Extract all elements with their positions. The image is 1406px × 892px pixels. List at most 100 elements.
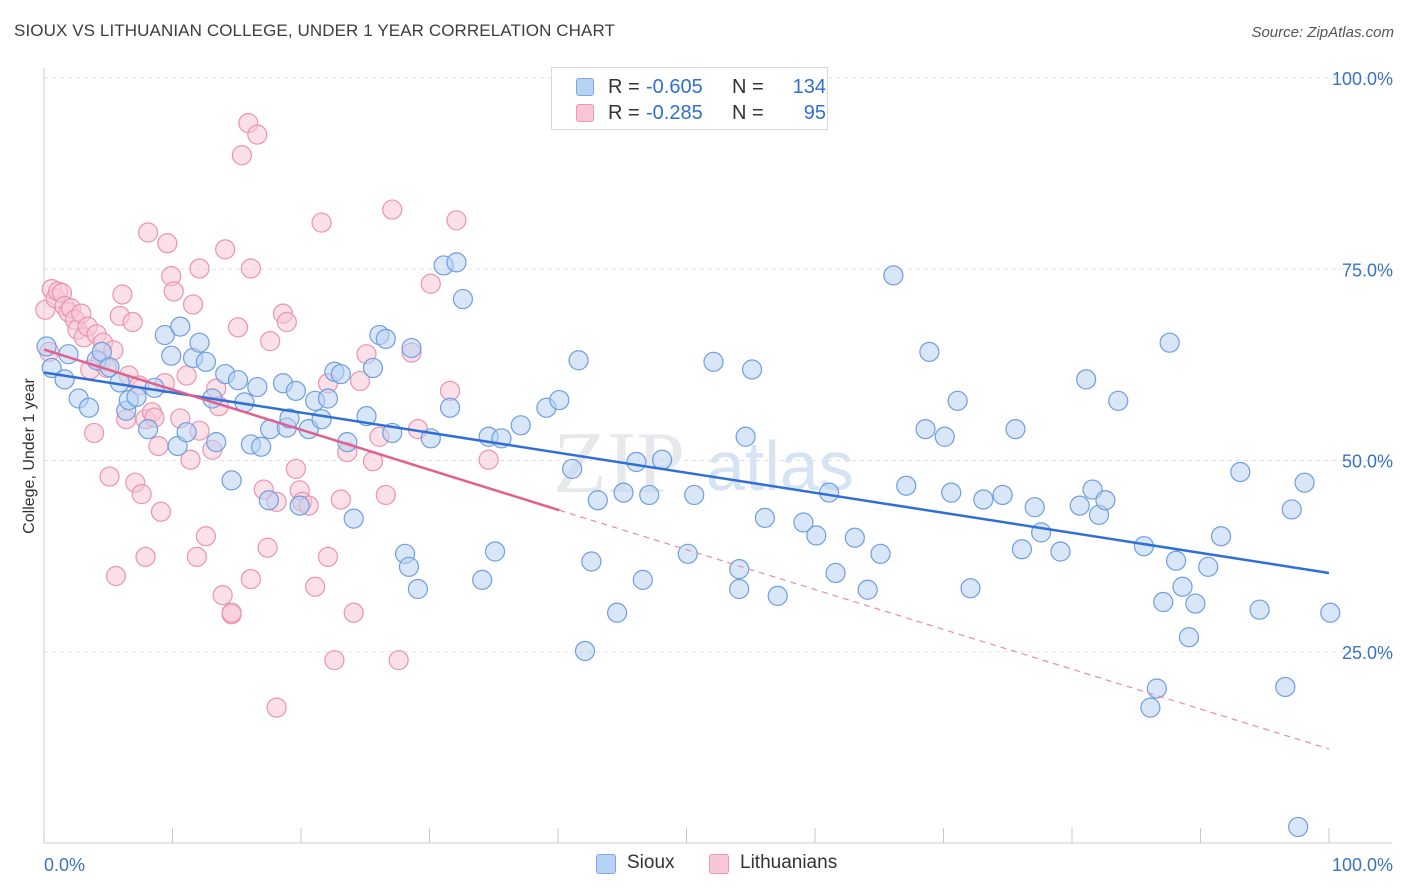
sioux-point [1095, 490, 1116, 511]
sioux-point [317, 388, 339, 409]
sioux-point [806, 525, 827, 546]
sioux-point [992, 484, 1013, 506]
lithuanians-points [35, 113, 499, 718]
y-tick-label: 75.0% [1342, 260, 1393, 280]
sioux-point [279, 408, 300, 429]
sioux-point [754, 507, 775, 528]
lithuanians-point [157, 233, 178, 254]
sioux-point [607, 602, 628, 623]
sioux-point [941, 482, 962, 503]
sioux-point [1178, 627, 1200, 648]
sioux-point [915, 419, 936, 440]
lithuanians-trend-extension [559, 509, 1330, 750]
lithuanians-point [231, 145, 252, 166]
lithuanians-n-value: 95 [803, 102, 826, 124]
sioux-point [1320, 602, 1341, 623]
sioux-point [285, 380, 306, 401]
sioux-point [439, 397, 461, 418]
lithuanians-point [84, 422, 105, 444]
lithuanians-point [266, 697, 287, 718]
lithuanians-trend-line [43, 348, 560, 512]
lithuanians-point [439, 380, 461, 401]
sioux-point [126, 386, 147, 408]
lithuanians-point [260, 331, 281, 352]
source-label: Source: ZipAtlas.com [1251, 24, 1394, 41]
lithuanians-point [343, 602, 364, 623]
sioux-point [587, 490, 608, 511]
sioux-point [1024, 497, 1045, 518]
stats-legend: R = -0.605 N = 134 R = -0.285 N = 95 [551, 67, 828, 130]
sioux-point [741, 359, 763, 380]
lithuanians-point [240, 258, 261, 279]
sioux-point [195, 351, 217, 372]
lithuanians-point [105, 565, 127, 587]
x-ticks [43, 828, 1330, 843]
lithuanians-point [350, 370, 371, 392]
lithuanians-point [148, 435, 169, 457]
sioux-point [330, 363, 351, 385]
sioux-point [1185, 593, 1206, 614]
sioux-point [1108, 390, 1129, 411]
sioux-point [960, 578, 981, 599]
sioux-point [161, 345, 182, 366]
sioux-point [362, 357, 384, 379]
sioux-legend-label: Sioux [627, 852, 675, 873]
sioux-point [857, 579, 878, 600]
sioux-point [934, 426, 955, 447]
sioux-point [1076, 369, 1097, 390]
lithuanians-swatch [576, 104, 594, 122]
sioux-point [78, 397, 100, 418]
y-tick-label: 50.0% [1342, 452, 1393, 472]
lithuanians-point [99, 466, 120, 487]
sioux-point [703, 351, 724, 372]
sioux-point [973, 489, 994, 510]
sioux-n-value: 134 [792, 76, 826, 98]
sioux-point [896, 475, 917, 496]
lithuanians-point [247, 124, 268, 145]
lithuanians-point [317, 546, 339, 567]
lithuanians-point [388, 650, 409, 671]
sioux-point [947, 390, 968, 411]
sioux-point [1210, 526, 1232, 547]
sioux-point [549, 389, 570, 411]
lithuanians-point [240, 568, 261, 590]
sioux-point [1172, 576, 1193, 597]
sioux-point [289, 495, 310, 516]
chart-title: SIOUX VS LITHUANIAN COLLEGE, UNDER 1 YEA… [14, 21, 616, 40]
sioux-point [1005, 419, 1026, 440]
x-tick-label-max: 100.0% [1332, 855, 1393, 875]
lithuanians-point [137, 222, 159, 243]
sioux-point [677, 543, 698, 564]
sioux-point [626, 451, 647, 473]
sioux-point [825, 562, 846, 584]
sioux-point [227, 370, 249, 391]
lithuanians-point [276, 311, 297, 333]
sioux-point [176, 422, 197, 443]
lithuanians-point [135, 546, 156, 567]
sioux-point [870, 543, 891, 564]
sioux-point [735, 426, 756, 447]
sioux-point [819, 482, 840, 503]
lithuanians-point [176, 365, 197, 386]
sioux-point [1275, 676, 1296, 698]
trend-lines [43, 348, 1330, 750]
n-label: N = [732, 76, 764, 98]
sioux-point [844, 527, 865, 548]
sioux-legend-swatch [596, 854, 616, 874]
lithuanians-point [131, 484, 152, 505]
lithuanians-point [163, 281, 184, 302]
sioux-point [247, 376, 268, 398]
sioux-point [793, 512, 814, 533]
sioux-point [251, 436, 272, 457]
sioux-point [1050, 541, 1071, 562]
sioux-point [651, 449, 673, 470]
sioux-point [1249, 599, 1270, 620]
sioux-point [446, 252, 467, 273]
lithuanians-point [305, 576, 326, 597]
sioux-point [632, 569, 653, 590]
sioux-point [1069, 495, 1090, 516]
n-label: N = [732, 102, 764, 124]
sioux-point [1230, 461, 1251, 483]
sioux-point [1165, 550, 1187, 571]
sioux-point [54, 369, 75, 390]
